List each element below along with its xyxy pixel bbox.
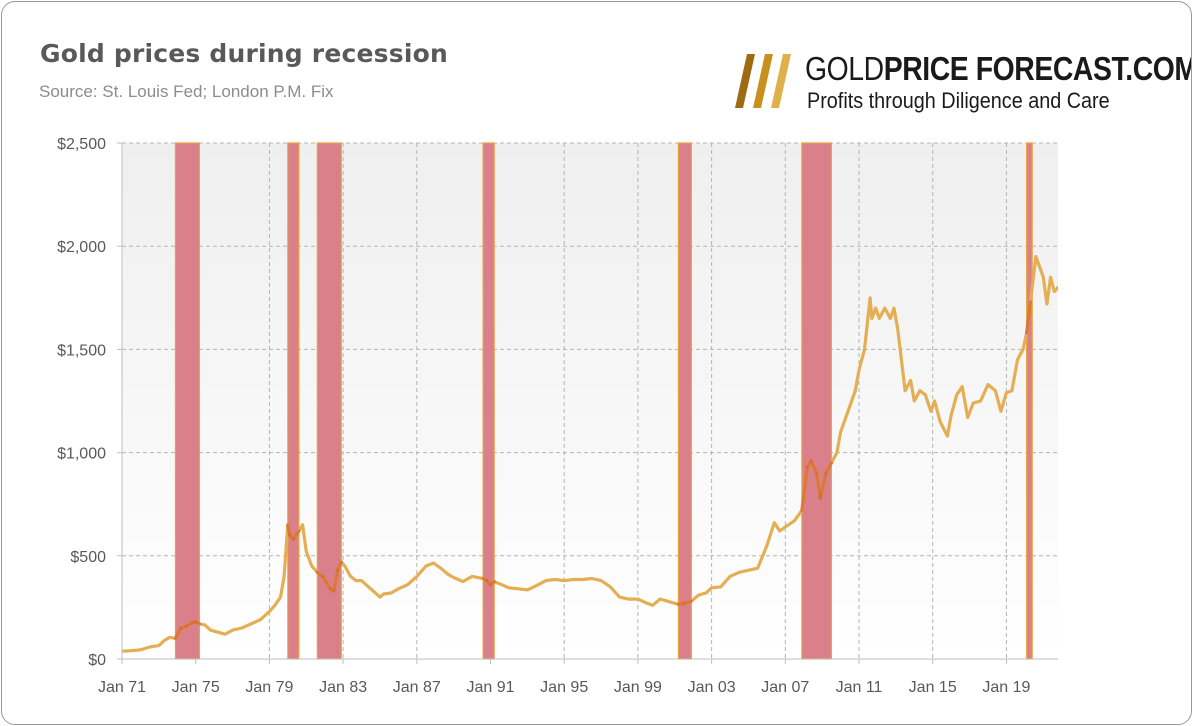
- gold-price-segment-recession: [809, 459, 819, 475]
- recession-band: [287, 142, 300, 660]
- gold-price-segment-recession: [824, 461, 833, 475]
- recession-band: [316, 142, 342, 660]
- logo-brand-bold: PRICE FORECAST.COM: [883, 50, 1192, 87]
- gold-price-segment-recession: [1025, 300, 1032, 335]
- logo-stripes-icon: [735, 54, 791, 108]
- x-tick-label: Jan 07: [761, 679, 809, 696]
- plot-area: [122, 143, 1058, 659]
- chart-subtitle: Source: St. Louis Fed; London P.M. Fix: [39, 82, 334, 101]
- x-tick-label: Jan 87: [393, 679, 441, 696]
- gold-price-segment-recession: [194, 620, 201, 626]
- x-tick-label: Jan 99: [614, 679, 662, 696]
- recession-band: [801, 142, 832, 660]
- chart-title: Gold prices during recession: [40, 39, 448, 68]
- y-axis-tick-labels: $0 $500 $1,000 $1,500 $2,000 $2,500: [57, 136, 106, 669]
- recession-band: [174, 142, 200, 660]
- y-tick-label: $1,000: [57, 446, 106, 463]
- y-tick-label: $2,500: [57, 136, 106, 153]
- y-tick-label: $1,500: [57, 342, 106, 359]
- x-tick-label: Jan 83: [319, 679, 367, 696]
- y-tick-label: $2,000: [57, 239, 106, 256]
- gold-price-segment-recession: [291, 529, 301, 541]
- gold-price-segment-recession: [286, 523, 292, 537]
- x-tick-label: Jan 19: [982, 679, 1030, 696]
- recession-bands: [174, 142, 1033, 660]
- price-line-group: [122, 254, 1058, 653]
- logo-brand-light: GOLD: [805, 50, 884, 87]
- gold-price-segment-recession: [682, 599, 693, 605]
- x-tick-label: Jan 15: [909, 679, 957, 696]
- gold-price-segment-recession: [800, 465, 810, 512]
- x-tick-label: Jan 91: [466, 679, 514, 696]
- x-tick-label: Jan 95: [540, 679, 588, 696]
- gold-price-segment-recession: [332, 568, 340, 593]
- recession-band: [677, 142, 692, 660]
- gold-price-forecast-logo: GOLDPRICE FORECAST.COM Profits through D…: [735, 46, 1191, 116]
- gold-price-segment-recession: [321, 574, 332, 591]
- x-tick-label: Jan 75: [172, 679, 220, 696]
- x-axis-tick-labels: Jan 71 Jan 75 Jan 79 Jan 83 Jan 87 Jan 91 Jan …: [98, 679, 1031, 696]
- gold-price-segment-recession: [488, 579, 496, 587]
- logo-wordmark: GOLDPRICE FORECAST.COM: [805, 50, 1192, 88]
- x-tick-label: Jan 79: [245, 679, 293, 696]
- x-tick-label: Jan 11: [836, 679, 883, 696]
- logo-tagline: Profits through Diligence and Care: [807, 88, 1110, 113]
- x-tick-label: Jan 71: [98, 679, 146, 696]
- gold-price-segment-recession: [335, 560, 343, 572]
- axes: [117, 142, 1058, 664]
- recession-band: [1026, 142, 1033, 660]
- gold-price-segment-recession: [173, 626, 183, 640]
- gold-price-line: [122, 254, 1058, 653]
- gold-price-segment-recession: [818, 471, 828, 500]
- y-tick-label: $0: [88, 652, 106, 669]
- x-tick-label: Jan 03: [688, 679, 736, 696]
- y-tick-label: $500: [70, 549, 106, 566]
